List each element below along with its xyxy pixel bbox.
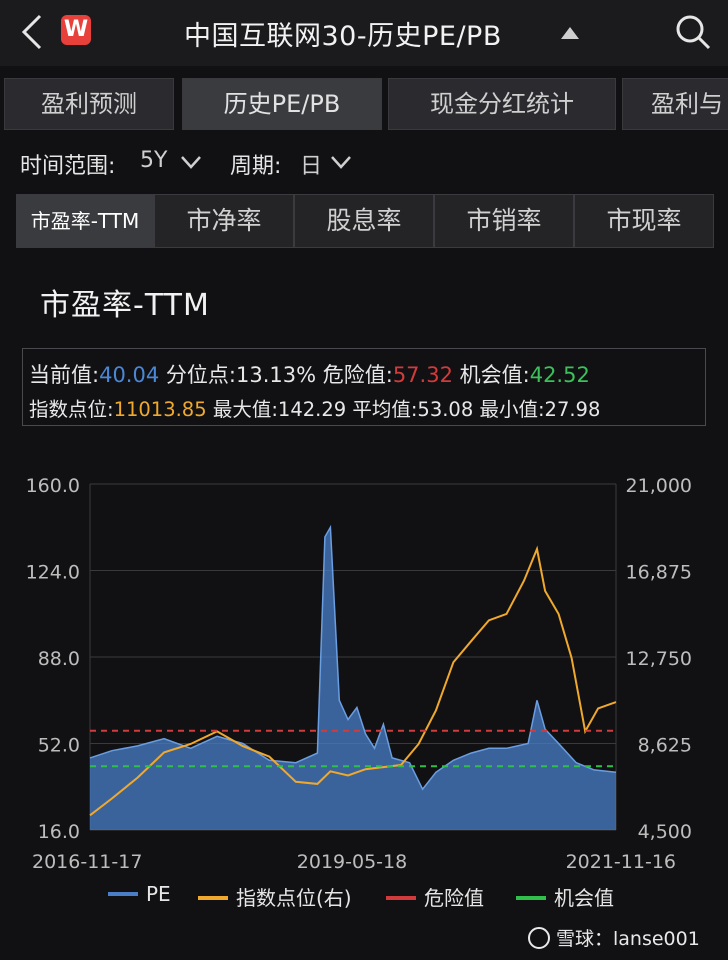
top-bar: W 中国互联网30-历史PE/PB [0, 0, 728, 66]
watermark: 雪球：lanse001 [528, 924, 700, 951]
y-left-tick-label: 88.0 [38, 648, 80, 670]
range-select[interactable]: 5Y [140, 148, 168, 173]
app-logo: W [61, 15, 91, 45]
max-label: 最大值: [212, 398, 278, 421]
main-tabs: 盈利预测 历史PE/PB 现金分红统计 盈利与 [0, 78, 728, 130]
index-label: 指数点位: [29, 398, 114, 421]
legend-index-swatch [198, 895, 228, 900]
x-tick-label: 2021-11-16 [566, 851, 676, 873]
legend-index[interactable]: 指数点位(右) [198, 882, 352, 911]
legend-danger[interactable]: 危险值 [386, 882, 484, 911]
tab-pe-ttm[interactable]: 市盈率-TTM [16, 194, 154, 248]
tab-profit-more[interactable]: 盈利与 [622, 78, 728, 130]
dropdown-triangle-icon[interactable] [561, 27, 579, 39]
period-label: 周期: [230, 154, 282, 179]
legend-danger-swatch [386, 895, 416, 900]
y-right-tick-label: 8,625 [638, 735, 692, 757]
legend-pe-label: PE [146, 882, 171, 906]
back-arrow-icon[interactable] [16, 12, 50, 52]
tab-ps[interactable]: 市销率 [434, 194, 574, 248]
tab-profit-forecast[interactable]: 盈利预测 [4, 78, 174, 130]
y-left-tick-label: 124.0 [26, 562, 80, 584]
index-value: 11013.85 [113, 398, 207, 421]
tab-dividend-yield[interactable]: 股息率 [294, 194, 434, 248]
stats-row-1: 当前值:40.04 分位点:13.13% 危险值:57.32 机会值:42.52 [29, 359, 590, 389]
stats-box: 当前值:40.04 分位点:13.13% 危险值:57.32 机会值:42.52… [22, 348, 706, 426]
current-label: 当前值: [29, 363, 100, 387]
tab-cash-dividend[interactable]: 现金分红统计 [388, 78, 616, 130]
axis-labels: 160.0 21,000 124.0 16,875 88.0 12,750 52.0 8,62… [26, 475, 692, 873]
percentile-label: 分位点: [165, 363, 236, 387]
page-title: 中国互联网30-历史PE/PB [184, 21, 502, 52]
metric-tabs: 市盈率-TTM 市净率 股息率 市销率 市现率 [16, 194, 714, 248]
chart-heading: 市盈率-TTM [40, 288, 210, 323]
x-tick-label: 2016-11-17 [32, 851, 142, 873]
y-left-tick-label: 16.0 [38, 821, 80, 843]
min-value: 27.98 [544, 398, 601, 421]
percentile-value: 13.13% [235, 363, 317, 387]
legend-pe[interactable]: PE [108, 882, 171, 906]
opportunity-value: 42.52 [529, 363, 590, 387]
y-left-tick-label: 52.0 [38, 735, 80, 757]
tab-pb[interactable]: 市净率 [154, 194, 294, 248]
legend-opportunity[interactable]: 机会值 [516, 882, 614, 911]
search-icon[interactable] [674, 13, 712, 51]
index-line [89, 545, 617, 817]
opportunity-label: 机会值: [459, 363, 530, 387]
y-right-tick-label: 4,500 [638, 821, 692, 843]
legend-opportunity-label: 机会值 [554, 886, 614, 910]
tab-pcf[interactable]: 市现率 [574, 194, 714, 248]
y-right-tick-label: 16,875 [626, 562, 692, 584]
danger-value: 57.32 [392, 363, 453, 387]
current-value: 40.04 [99, 363, 160, 387]
chevron-down-icon[interactable] [330, 154, 352, 170]
chevron-down-icon[interactable] [180, 154, 202, 170]
tab-history-pe-pb[interactable]: 历史PE/PB [182, 78, 382, 130]
pe-series-area [89, 524, 617, 830]
pe-area-fill [90, 527, 616, 830]
legend-danger-label: 危险值 [424, 886, 484, 910]
range-label: 时间范围: [20, 154, 116, 179]
avg-value: 53.08 [417, 398, 474, 421]
min-label: 最小值: [479, 398, 545, 421]
pe-chart[interactable]: 160.0 21,000 124.0 16,875 88.0 12,750 52.0 8,62… [0, 460, 728, 880]
stats-row-2: 指数点位:11013.85 最大值:142.29 平均值:53.08 最小值:2… [29, 393, 600, 422]
index-series-line [89, 545, 617, 817]
max-value: 142.29 [277, 398, 347, 421]
watermark-text: 雪球：lanse001 [556, 928, 700, 950]
x-tick-label: 2019-05-18 [297, 851, 407, 873]
legend-pe-swatch [108, 891, 138, 896]
period-select[interactable]: 日 [300, 154, 323, 179]
pe-line [89, 524, 617, 791]
danger-label: 危险值: [322, 363, 393, 387]
legend-opportunity-swatch [516, 895, 546, 900]
avg-label: 平均值: [352, 398, 418, 421]
legend-index-label: 指数点位(右) [236, 886, 352, 910]
y-left-tick-label: 160.0 [26, 475, 80, 497]
y-right-tick-label: 21,000 [626, 475, 692, 497]
xueqiu-logo-icon [528, 926, 550, 949]
y-right-tick-label: 12,750 [626, 648, 692, 670]
